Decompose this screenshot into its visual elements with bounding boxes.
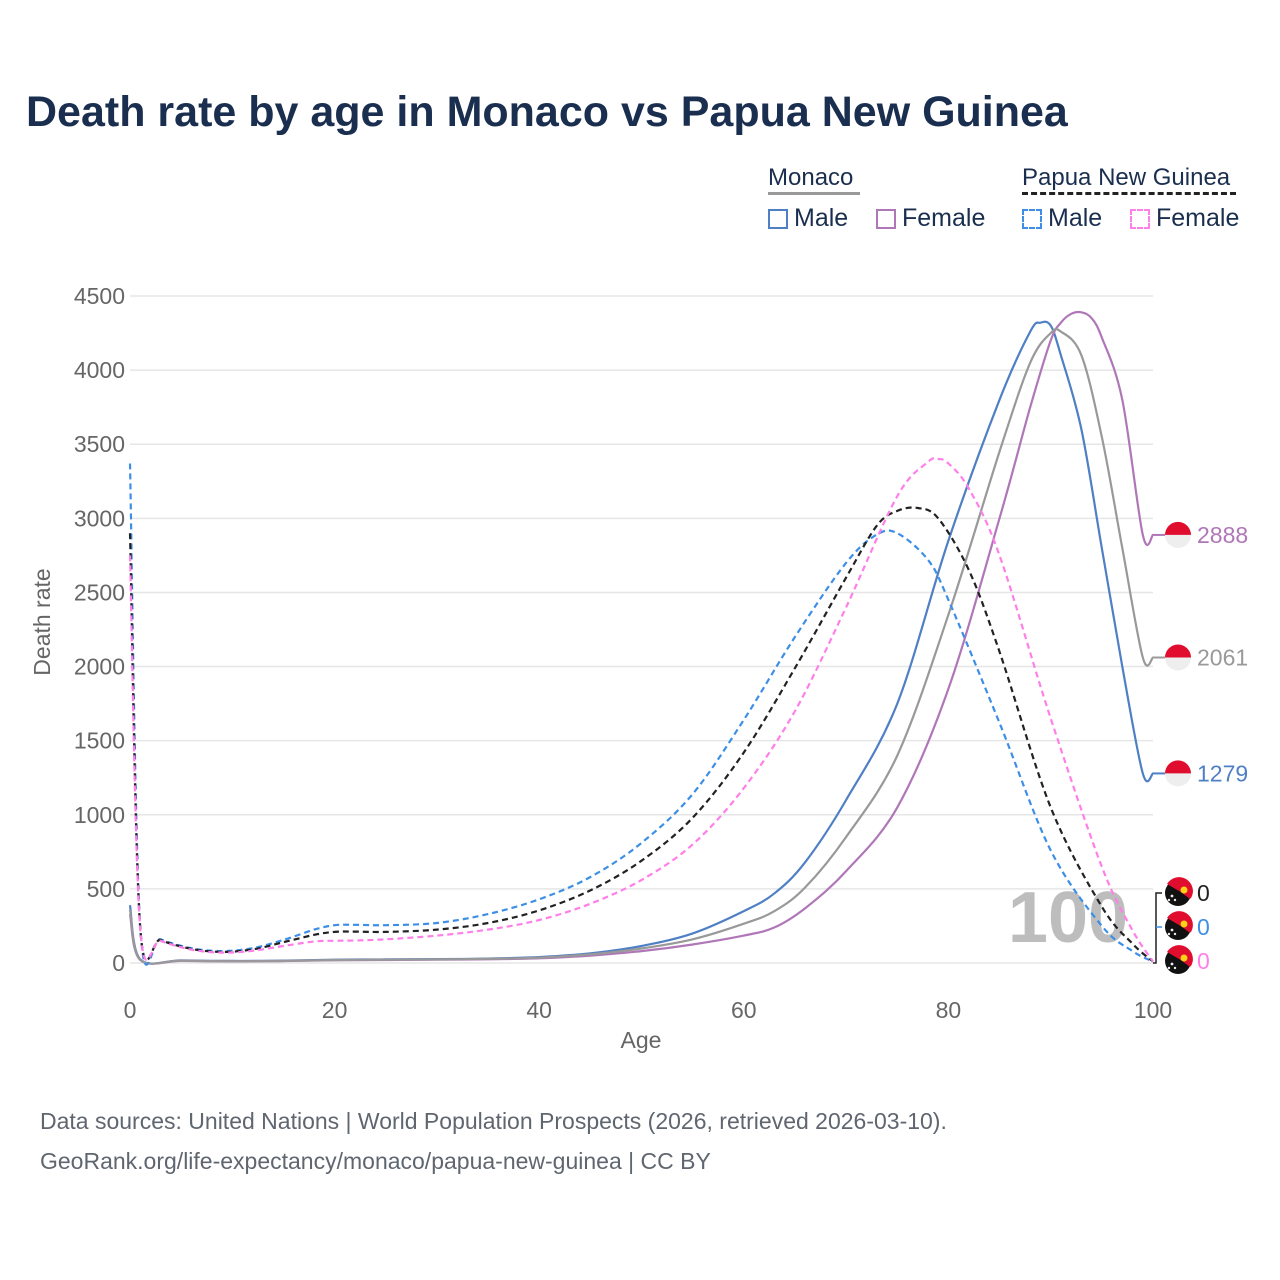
- end-label-markers: 2888 2061 1279 0 0 0: [1153, 521, 1248, 974]
- legend-group-monaco: Monaco: [768, 164, 854, 191]
- line-monaco-male: [128, 320, 1155, 965]
- end-value-label: 2061: [1197, 645, 1248, 671]
- y-tick-label: 3500: [74, 431, 125, 457]
- papua-new-guinea-flag-icon: [1165, 911, 1193, 940]
- papua-new-guinea-flag-icon: [1165, 877, 1193, 906]
- legend-rule-monaco: [768, 192, 860, 195]
- legend-rule-papua-new-guinea: [1022, 192, 1236, 195]
- monaco-flag-icon: [1165, 521, 1191, 548]
- monaco-flag-icon: [1165, 760, 1191, 787]
- y-tick-label: 1500: [74, 728, 125, 754]
- line-papua-new-guinea-female: [128, 457, 1154, 963]
- x-axis-label: Age: [621, 1027, 662, 1053]
- series-lines: [128, 310, 1155, 966]
- y-tick-label: 2000: [74, 654, 125, 680]
- end-value-label: 0: [1197, 948, 1210, 974]
- y-tick-label: 1000: [74, 802, 125, 828]
- end-value-label: 2888: [1197, 522, 1248, 548]
- x-tick-label: 80: [936, 997, 962, 1023]
- legend-group-papua-new-guinea: Papua New Guinea: [1022, 164, 1231, 191]
- y-axis-ticks: 0 500 1000 1500 2000 2500 3000 3500 4000 4500: [74, 283, 125, 976]
- x-tick-label: 60: [731, 997, 757, 1023]
- x-tick-label: 20: [322, 997, 348, 1023]
- y-tick-label: 500: [87, 876, 125, 902]
- x-tick-label: 0: [124, 997, 137, 1023]
- legend-label-png-male: Male: [1048, 204, 1103, 232]
- y-axis-label: Death rate: [29, 568, 55, 675]
- x-tick-label: 40: [526, 997, 552, 1023]
- end-value-label: 0: [1197, 880, 1210, 906]
- legend-monaco-female[interactable]: Female: [876, 204, 985, 233]
- y-tick-label: 4500: [74, 283, 125, 309]
- y-tick-label: 2500: [74, 579, 125, 605]
- line-papua-new-guinea-male: [128, 463, 1154, 966]
- papua-new-guinea-flag-icon: [1165, 945, 1193, 974]
- legend-png-female[interactable]: Female: [1130, 204, 1239, 233]
- y-tick-label: 3000: [74, 505, 125, 531]
- grid-lines: [130, 295, 1153, 964]
- line-papua-new-guinea: [128, 506, 1154, 963]
- end-value-label: 0: [1197, 914, 1210, 940]
- legend-swatch-monaco-male: [768, 208, 788, 229]
- legend-monaco-male[interactable]: Male: [768, 204, 848, 233]
- legend-png-male[interactable]: Male: [1022, 204, 1102, 233]
- end-connector: [1153, 892, 1162, 964]
- data-source-link[interactable]: GeoRank.org/life-expectancy/monaco/papua…: [40, 1148, 711, 1174]
- y-tick-label: 4000: [74, 357, 125, 383]
- data-source-text: Data sources: United Nations | World Pop…: [40, 1108, 947, 1134]
- legend-swatch-png-female: [1130, 208, 1150, 229]
- x-axis-ticks: 0 20 40 60 80 100: [124, 997, 1173, 1023]
- line-monaco: [128, 327, 1155, 965]
- legend-swatch-monaco-female: [876, 208, 896, 229]
- monaco-flag-icon: [1165, 644, 1191, 671]
- legend-swatch-png-male: [1022, 208, 1042, 229]
- chart-title: Death rate by age in Monaco vs Papua New…: [26, 88, 1068, 136]
- legend-label-monaco-female: Female: [902, 204, 986, 232]
- legend-label-png-female: Female: [1156, 204, 1240, 232]
- y-tick-label: 0: [112, 950, 125, 976]
- line-monaco-female: [128, 310, 1155, 965]
- x-tick-label: 100: [1134, 997, 1172, 1023]
- end-value-label: 1279: [1197, 760, 1248, 786]
- legend-label-monaco-male: Male: [794, 204, 849, 232]
